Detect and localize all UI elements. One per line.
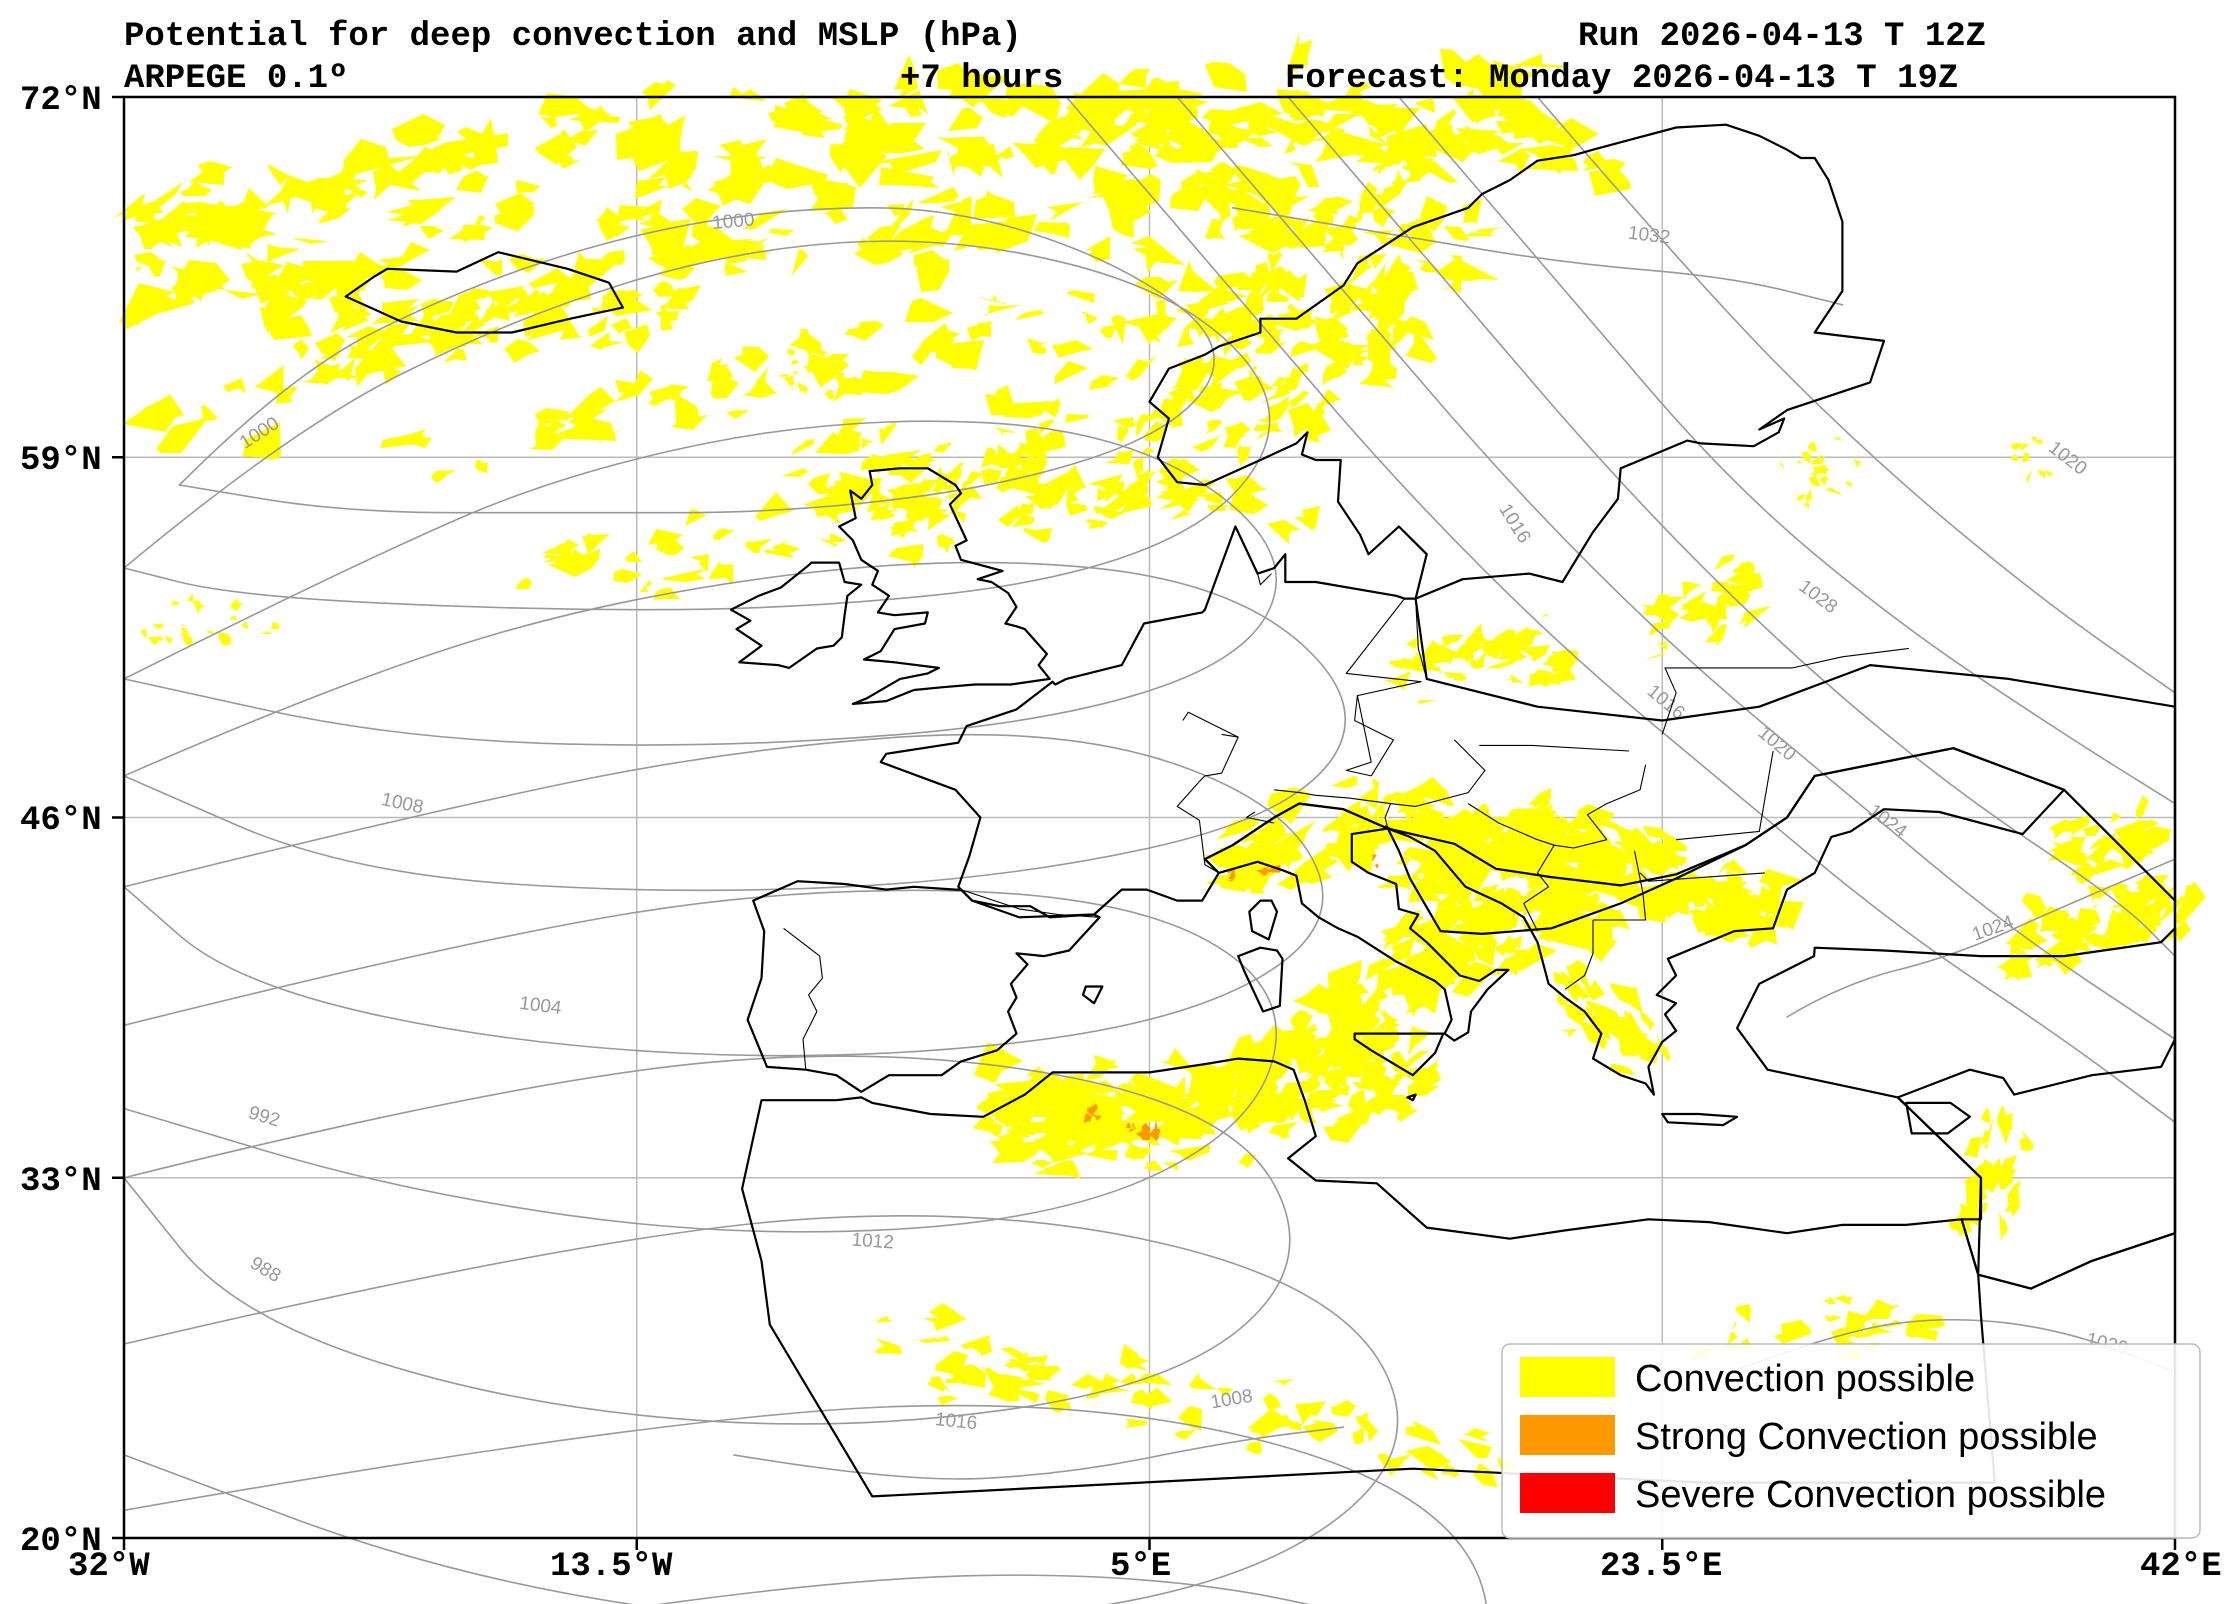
svg-text:1000: 1000 — [711, 209, 755, 233]
svg-text:1016: 1016 — [934, 1409, 978, 1434]
svg-text:1012: 1012 — [851, 1229, 895, 1253]
